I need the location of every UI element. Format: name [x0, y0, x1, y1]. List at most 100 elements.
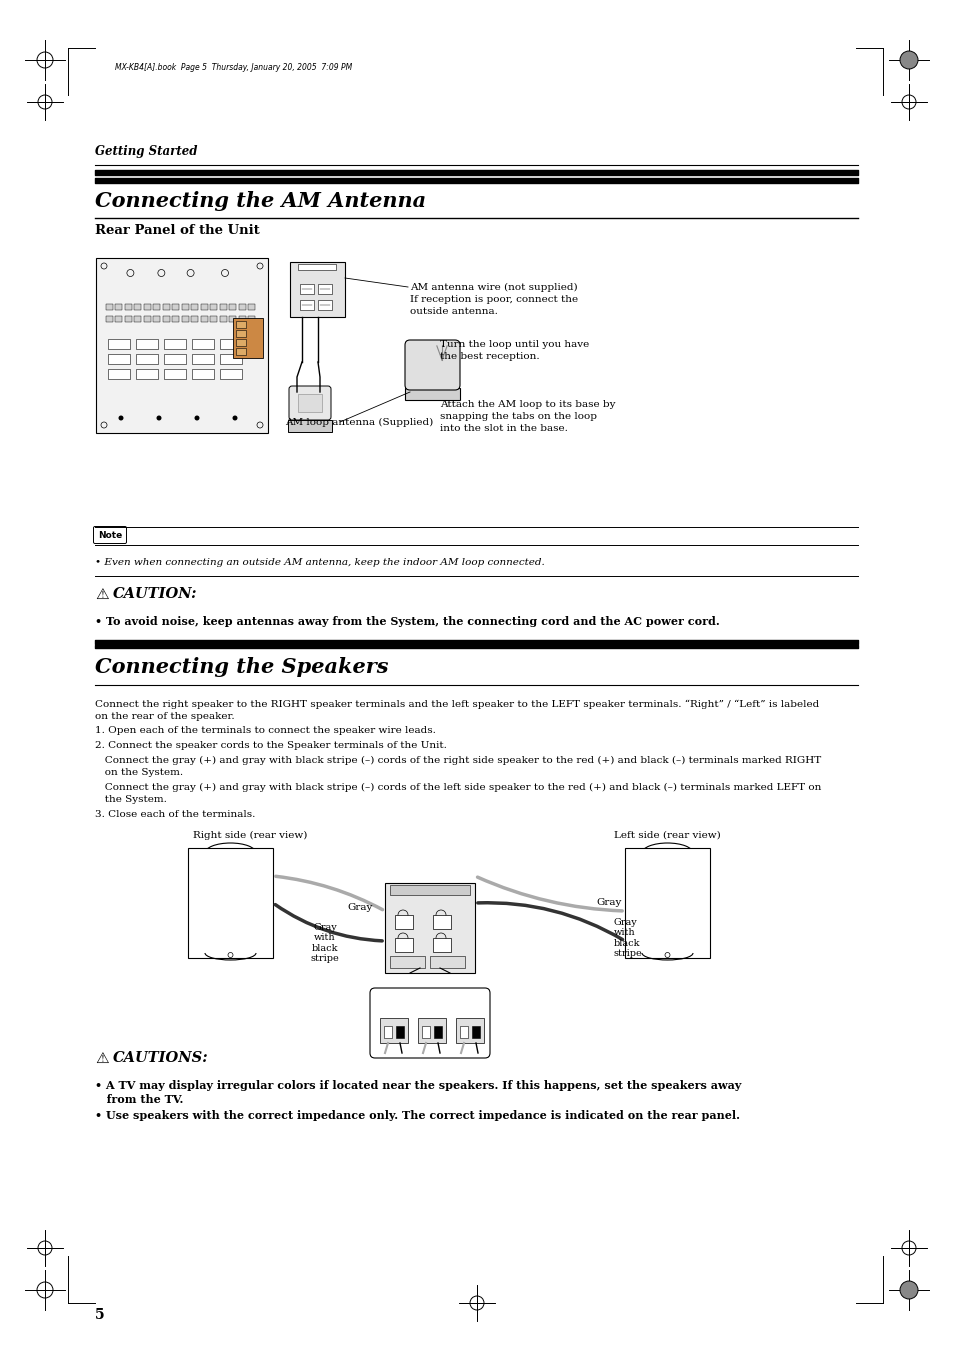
- Bar: [172, 304, 179, 309]
- Text: Connect the gray (+) and gray with black stripe (–) cords of the right side spea: Connect the gray (+) and gray with black…: [95, 757, 821, 777]
- Bar: [192, 316, 198, 322]
- Text: Getting Started: Getting Started: [95, 145, 197, 158]
- Bar: [299, 300, 314, 309]
- Text: 5: 5: [95, 1308, 105, 1323]
- Circle shape: [899, 1281, 917, 1300]
- Bar: [235, 322, 246, 328]
- Circle shape: [194, 416, 199, 420]
- Bar: [433, 915, 451, 929]
- Bar: [472, 1025, 479, 1038]
- Bar: [115, 304, 122, 309]
- Text: • To avoid noise, keep antennas away from the System, the connecting cord and th: • To avoid noise, keep antennas away fro…: [95, 616, 719, 627]
- Text: Connecting the Speakers: Connecting the Speakers: [95, 657, 388, 677]
- FancyBboxPatch shape: [289, 386, 331, 420]
- Bar: [211, 316, 217, 322]
- Bar: [182, 304, 189, 309]
- Text: MX-KB4[A].book  Page 5  Thursday, January 20, 2005  7:09 PM: MX-KB4[A].book Page 5 Thursday, January …: [115, 63, 352, 73]
- Bar: [384, 1025, 392, 1038]
- Text: 3. Close each of the terminals.: 3. Close each of the terminals.: [95, 811, 255, 819]
- Text: 1. Open each of the terminals to connect the speaker wire leads.: 1. Open each of the terminals to connect…: [95, 725, 436, 735]
- Bar: [164, 339, 186, 349]
- Bar: [211, 304, 217, 309]
- Bar: [134, 304, 141, 309]
- Bar: [108, 354, 130, 363]
- Bar: [96, 258, 268, 434]
- Text: Connect the gray (+) and gray with black stripe (–) cords of the left side speak: Connect the gray (+) and gray with black…: [95, 784, 821, 804]
- Bar: [153, 304, 160, 309]
- Bar: [136, 369, 158, 380]
- Bar: [220, 354, 242, 363]
- Bar: [395, 938, 413, 952]
- Text: Gray
with
black
stripe: Gray with black stripe: [614, 917, 642, 958]
- Bar: [290, 262, 345, 317]
- Bar: [235, 339, 246, 346]
- Bar: [125, 304, 132, 309]
- Bar: [153, 316, 160, 322]
- Bar: [144, 316, 151, 322]
- Text: Attach the AM loop to its base by
snapping the tabs on the loop
into the slot in: Attach the AM loop to its base by snappi…: [439, 400, 615, 432]
- Text: AM loop antenna (Supplied): AM loop antenna (Supplied): [285, 417, 433, 427]
- Text: ⚠: ⚠: [95, 1051, 109, 1066]
- Bar: [192, 304, 198, 309]
- Bar: [456, 1019, 483, 1043]
- Text: Note: Note: [98, 531, 122, 539]
- Bar: [433, 938, 451, 952]
- Bar: [239, 316, 246, 322]
- Text: Connecting the AM Antenna: Connecting the AM Antenna: [95, 190, 426, 211]
- Bar: [235, 349, 246, 355]
- Text: CAUTION:: CAUTION:: [112, 586, 197, 601]
- Bar: [182, 316, 189, 322]
- Bar: [390, 957, 424, 969]
- Bar: [434, 1025, 441, 1038]
- Bar: [188, 848, 273, 958]
- Circle shape: [118, 416, 123, 420]
- Bar: [233, 317, 263, 358]
- Bar: [299, 284, 314, 295]
- Bar: [220, 369, 242, 380]
- Bar: [230, 304, 236, 309]
- Text: Turn the loop until you have
the best reception.: Turn the loop until you have the best re…: [439, 340, 589, 361]
- Circle shape: [233, 416, 237, 420]
- Text: • Use speakers with the correct impedance only. The correct impedance is indicat: • Use speakers with the correct impedanc…: [95, 1111, 740, 1121]
- Text: Left side (rear view): Left side (rear view): [613, 831, 720, 840]
- Bar: [163, 304, 170, 309]
- Text: • A TV may display irregular colors if located near the speakers. If this happen: • A TV may display irregular colors if l…: [95, 1079, 740, 1105]
- Bar: [108, 339, 130, 349]
- Bar: [108, 369, 130, 380]
- Bar: [220, 316, 227, 322]
- Bar: [136, 354, 158, 363]
- Bar: [192, 339, 213, 349]
- Bar: [417, 1019, 446, 1043]
- Bar: [235, 330, 246, 336]
- Bar: [395, 1025, 403, 1038]
- Bar: [163, 316, 170, 322]
- Bar: [379, 1019, 408, 1043]
- Circle shape: [899, 51, 917, 69]
- Bar: [172, 316, 179, 322]
- Bar: [201, 316, 208, 322]
- Bar: [125, 316, 132, 322]
- Bar: [164, 354, 186, 363]
- Bar: [405, 388, 459, 400]
- Text: Rear Panel of the Unit: Rear Panel of the Unit: [95, 224, 259, 236]
- Bar: [220, 304, 227, 309]
- Text: Right side (rear view): Right side (rear view): [193, 831, 307, 840]
- Bar: [192, 369, 213, 380]
- Bar: [192, 354, 213, 363]
- Text: Connect the right speaker to the RIGHT speaker terminals and the left speaker to: Connect the right speaker to the RIGHT s…: [95, 700, 819, 721]
- Bar: [144, 304, 151, 309]
- Bar: [136, 339, 158, 349]
- Bar: [430, 957, 464, 969]
- Text: CAUTIONS:: CAUTIONS:: [112, 1051, 209, 1065]
- Bar: [317, 284, 332, 295]
- Bar: [220, 339, 242, 349]
- Bar: [106, 304, 112, 309]
- Text: ⚠: ⚠: [95, 586, 109, 601]
- Bar: [115, 316, 122, 322]
- Bar: [248, 316, 255, 322]
- Bar: [230, 316, 236, 322]
- Text: AM antenna wire (not supplied)
If reception is poor, connect the
outside antenna: AM antenna wire (not supplied) If recept…: [410, 282, 578, 316]
- Bar: [459, 1025, 468, 1038]
- Text: Gray: Gray: [347, 902, 373, 912]
- Bar: [421, 1025, 430, 1038]
